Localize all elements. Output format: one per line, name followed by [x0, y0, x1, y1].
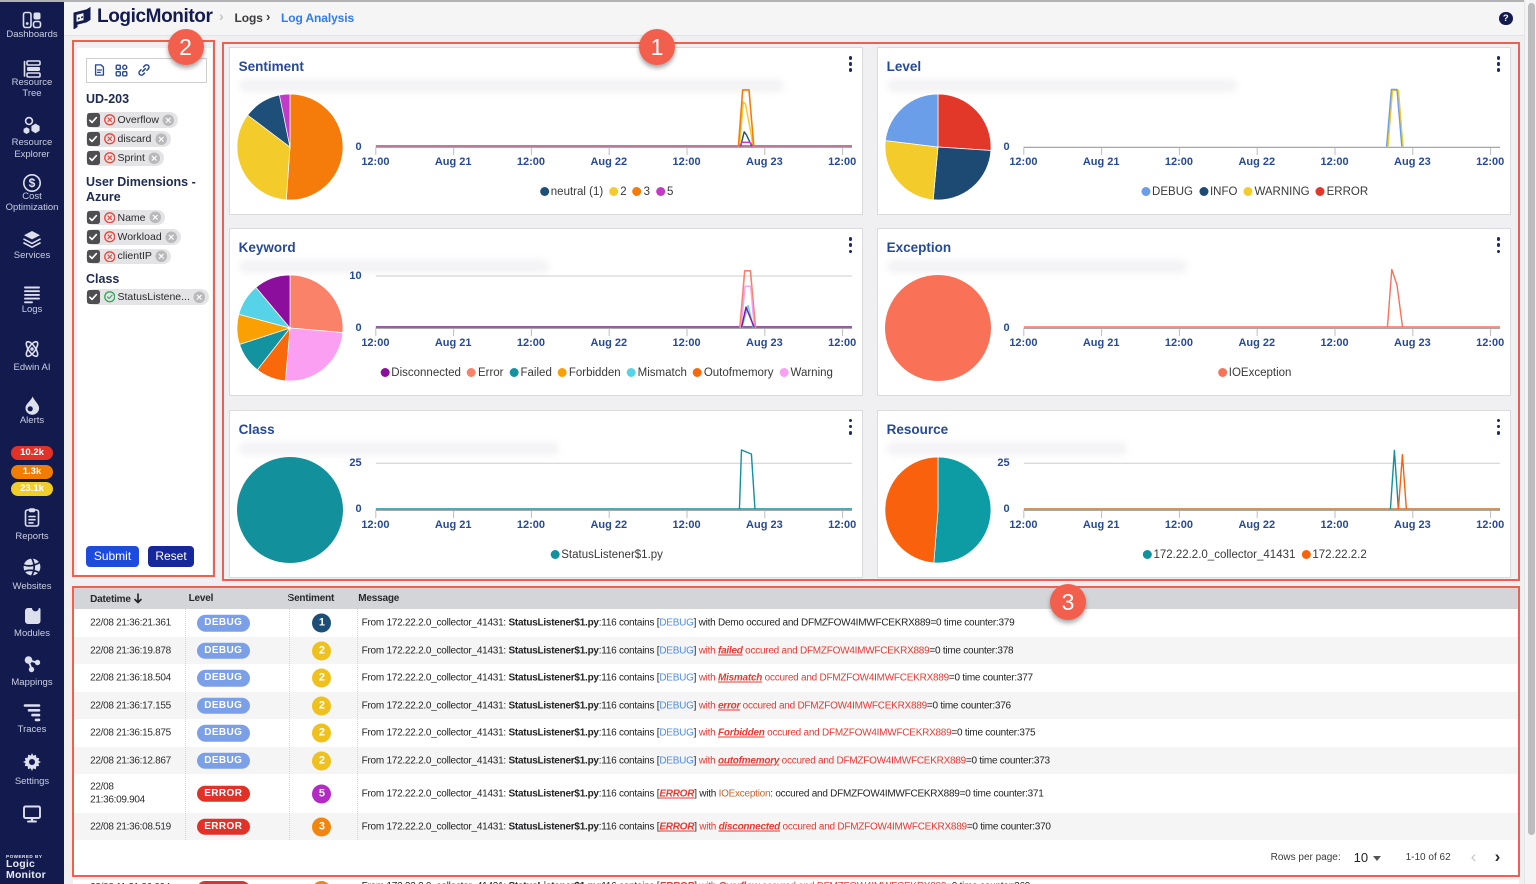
- svg-text:$: $: [29, 176, 36, 190]
